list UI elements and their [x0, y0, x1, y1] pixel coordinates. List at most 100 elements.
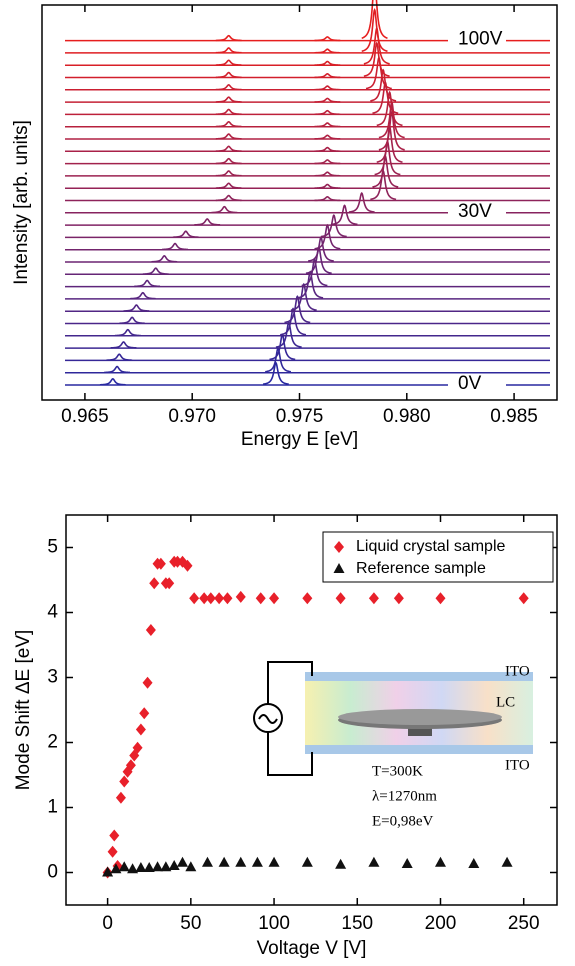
- x-tick-label: 100: [258, 913, 290, 934]
- inset-label: E=0,98eV: [372, 813, 434, 829]
- legend-label: Reference sample: [356, 560, 486, 577]
- spectrum-peak: [104, 367, 130, 373]
- diamond-marker: [222, 592, 232, 604]
- legend-label: Liquid crystal sample: [356, 538, 506, 555]
- spectrum-peak: [216, 60, 242, 65]
- inset-label: ITO: [505, 663, 530, 679]
- inset-diagram: [254, 662, 533, 775]
- page: {"chart_data": [ {"type": "waterfall", "…: [0, 0, 575, 966]
- diamond-marker: [236, 591, 246, 603]
- y-tick-label: 4: [47, 602, 58, 623]
- spectrum-peak: [124, 305, 150, 311]
- spectrum-peak: [100, 379, 126, 385]
- triangle-marker: [219, 857, 230, 867]
- spectrum-peak: [119, 317, 145, 323]
- spectrum-peak: [151, 256, 177, 262]
- x-tick-label: 0.970: [168, 406, 216, 427]
- y-axis-label: Mode Shift ΔE [eV]: [13, 630, 34, 791]
- spectrum-peak: [216, 134, 242, 139]
- voltage-label: 0V: [458, 373, 482, 394]
- spectrum-peak: [216, 183, 242, 188]
- x-tick-label: 0.980: [383, 406, 431, 427]
- diamond-marker: [336, 592, 346, 604]
- triangle-marker: [177, 857, 188, 867]
- diamond-marker: [108, 846, 118, 858]
- x-axis-label: Energy E [eV]: [241, 429, 358, 450]
- spectrum-peak: [194, 219, 220, 225]
- spectrum-peak: [216, 159, 242, 164]
- x-tick-label: 0.975: [276, 406, 324, 427]
- triangle-marker: [402, 858, 413, 868]
- diamond-marker: [116, 792, 126, 804]
- x-tick-label: 0: [102, 913, 113, 934]
- y-tick-label: 2: [47, 732, 58, 753]
- inset-label: T=300K: [372, 763, 423, 779]
- triangle-marker: [269, 857, 280, 867]
- x-tick-label: 150: [341, 913, 373, 934]
- diamond-marker: [143, 677, 153, 689]
- spectrum-peak: [115, 330, 141, 336]
- y-tick-label: 1: [47, 797, 58, 818]
- spectrum-peak: [280, 309, 306, 335]
- spectrum-peak: [216, 48, 242, 53]
- triangle-marker: [435, 857, 446, 867]
- diamond-marker: [189, 592, 199, 604]
- diamond-marker: [256, 592, 266, 604]
- diamond-marker: [139, 707, 149, 719]
- x-tick-label: 200: [425, 913, 457, 934]
- diamond-marker: [146, 624, 156, 636]
- inset-label: λ=1270nm: [372, 788, 437, 804]
- voltage-label: 30V: [458, 201, 492, 222]
- spectrum-peak: [173, 231, 199, 237]
- spectrum-peak: [216, 36, 242, 41]
- spectrum-peak: [216, 73, 242, 78]
- y-tick-label: 5: [47, 537, 58, 558]
- y-tick-label: 3: [47, 667, 58, 688]
- spectrum-peak: [162, 244, 188, 250]
- triangle-marker: [368, 857, 379, 867]
- y-axis-label: Intensity [arb. units]: [11, 120, 32, 285]
- x-tick-label: 250: [508, 913, 540, 934]
- diamond-marker: [136, 724, 146, 736]
- spectrum-peak: [130, 293, 156, 299]
- spectrum-peak: [143, 268, 169, 274]
- triangle-marker: [335, 859, 346, 869]
- triangle-marker: [202, 857, 213, 867]
- triangle-marker: [502, 857, 513, 867]
- figure: 0V 30V 100V 0.965 0.970 0.975 0.980 0.985 Energy…: [0, 0, 575, 966]
- spectrum-peak: [106, 354, 132, 360]
- spectrum-peak: [216, 122, 242, 127]
- spectrum-peak: [216, 196, 242, 201]
- spectrum-peak: [216, 85, 242, 90]
- diamond-marker: [302, 592, 312, 604]
- diamond-marker: [435, 592, 445, 604]
- shift-panel: 0 50 100 150 200 250 0 1 2 3 4 5 Liquid crystal samp…: [13, 515, 557, 959]
- diamond-marker: [149, 577, 159, 589]
- x-tick-label: 50: [180, 913, 201, 934]
- x-tick-label: 0.965: [61, 406, 109, 427]
- diamond-marker: [109, 829, 119, 841]
- diamond-marker: [519, 592, 529, 604]
- triangle-marker: [235, 857, 246, 867]
- spectrum-peak: [216, 97, 242, 102]
- spectrum-peak: [216, 146, 242, 151]
- spectrum-peak: [134, 280, 160, 286]
- triangle-marker: [252, 857, 263, 867]
- x-axis-label: Voltage V [V]: [257, 938, 367, 959]
- spectrum-peak: [263, 363, 289, 384]
- diamond-marker: [369, 592, 379, 604]
- diamond-marker: [269, 592, 279, 604]
- spectrum-peak: [216, 171, 242, 176]
- inset-label: LC: [496, 694, 515, 710]
- spectrum-peak: [216, 109, 242, 114]
- spectrum-peak: [302, 260, 328, 286]
- voltage-label: 100V: [458, 29, 503, 50]
- x-tick-label: 0.985: [490, 406, 538, 427]
- triangle-marker: [468, 858, 479, 868]
- spectrum-peak: [349, 193, 375, 212]
- inset-label: ITO: [505, 757, 530, 773]
- spectra-panel: 0V 30V 100V 0.965 0.970 0.975 0.980 0.985 Energy…: [11, 0, 557, 450]
- triangle-marker: [302, 857, 313, 867]
- spectrum-peak: [111, 342, 137, 348]
- y-tick-label: 0: [47, 862, 58, 883]
